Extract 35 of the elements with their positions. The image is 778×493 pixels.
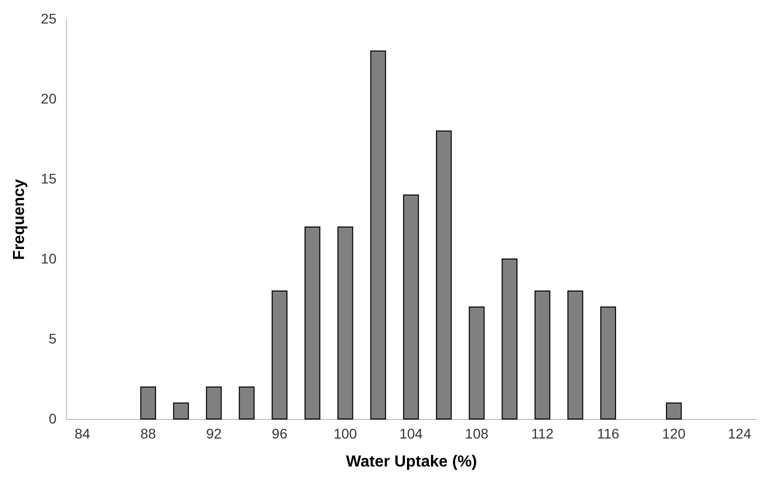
bar [534,290,550,420]
bar [567,290,584,420]
bar [272,290,288,420]
bar [337,226,354,420]
bar [304,226,320,420]
bar [600,306,616,420]
bar [502,258,518,420]
x-tick-label: 92 [206,426,222,442]
y-tick-label: 10 [40,250,57,266]
y-tick-label: 0 [48,410,57,426]
x-tick-label: 124 [728,426,752,442]
bar [436,130,452,420]
x-tick-label: 116 [596,426,620,442]
y-axis-title: Frequency [10,178,28,260]
bar [238,386,255,420]
bar [403,194,419,420]
bar [140,386,156,420]
x-tick-label: 112 [531,426,554,442]
y-tick-label: 25 [40,10,57,26]
x-tick-label: 100 [334,426,358,442]
x-tick-label: 84 [74,426,90,442]
y-tick-label: 15 [40,170,57,186]
x-axis-title: Water Uptake (%) [346,454,477,470]
bar [468,306,485,420]
y-tick-label: 5 [48,330,57,346]
x-tick-label: 108 [465,426,489,442]
x-tick-label: 120 [662,426,686,442]
x-tick-label: 96 [272,426,288,442]
bar [206,386,222,420]
bar [173,402,189,420]
y-tick-label: 20 [40,90,57,106]
bar [370,50,386,420]
x-tick-label: 88 [140,426,156,442]
bar [666,402,682,420]
x-tick-label: 104 [399,426,423,442]
